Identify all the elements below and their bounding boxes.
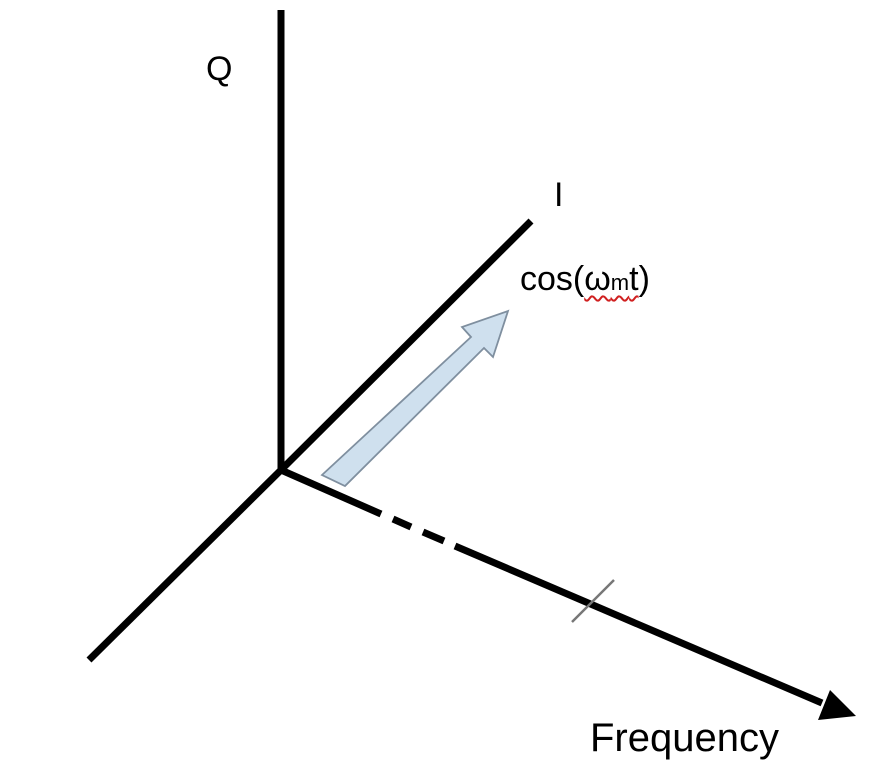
frequency-axis-dash-1 <box>391 515 413 531</box>
i-axis-line <box>278 218 534 473</box>
frequency-axis-dash-2 <box>421 528 446 545</box>
signal-label-subscript: m <box>610 270 630 295</box>
frequency-axis-arrowhead <box>818 690 856 720</box>
i-axis-label: I <box>554 176 564 214</box>
i-axis-negative-line <box>86 467 284 663</box>
signal-label-prefix: cos( <box>520 260 585 298</box>
signal-label: cos(ωmt) <box>520 262 650 296</box>
signal-label-omega-m: ωmt <box>584 260 638 298</box>
q-axis-label: Q <box>206 50 233 88</box>
frequency-axis-label: Frequency <box>590 716 779 760</box>
frequency-axis-near-segment <box>279 466 383 518</box>
signal-label-suffix: ) <box>638 260 650 298</box>
frequency-tick-mark <box>571 579 615 623</box>
signal-label-t: t <box>629 260 639 298</box>
frequency-axis-far-segment <box>453 542 824 707</box>
signal-vector-arrow <box>320 309 510 488</box>
signal-label-omega: ω <box>584 260 611 298</box>
